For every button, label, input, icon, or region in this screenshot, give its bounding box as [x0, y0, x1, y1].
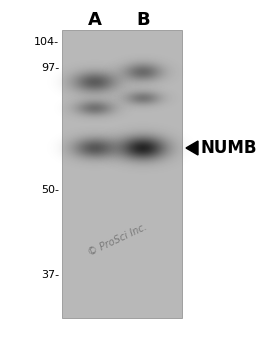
Text: B: B [136, 11, 150, 29]
Text: 50-: 50- [41, 185, 59, 195]
Text: A: A [88, 11, 102, 29]
Text: 104-: 104- [34, 37, 59, 47]
Text: 97-: 97- [41, 63, 59, 73]
Text: 37-: 37- [41, 270, 59, 280]
Polygon shape [186, 141, 198, 155]
Text: © ProSci Inc.: © ProSci Inc. [87, 222, 149, 258]
Text: NUMB: NUMB [200, 139, 256, 157]
Bar [62, 30, 182, 318]
